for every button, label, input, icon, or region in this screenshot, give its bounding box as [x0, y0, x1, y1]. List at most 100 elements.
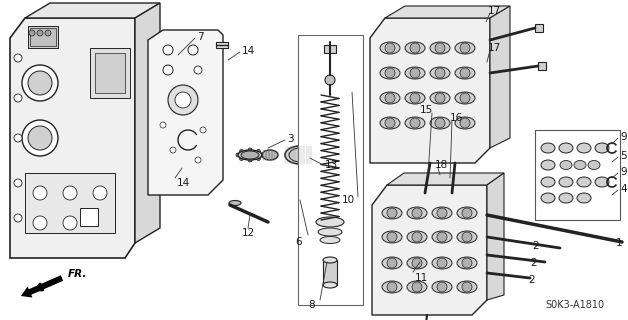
Ellipse shape [405, 117, 425, 129]
Ellipse shape [430, 67, 450, 79]
Circle shape [194, 66, 202, 74]
Circle shape [14, 214, 22, 222]
Circle shape [435, 43, 445, 53]
Circle shape [462, 232, 472, 242]
Circle shape [160, 122, 166, 128]
Circle shape [175, 92, 191, 108]
Text: 13: 13 [325, 160, 338, 170]
Ellipse shape [541, 160, 555, 170]
Circle shape [460, 43, 470, 53]
Circle shape [163, 65, 173, 75]
Circle shape [248, 158, 252, 162]
Ellipse shape [229, 201, 241, 205]
Circle shape [435, 93, 445, 103]
Text: 9: 9 [620, 167, 627, 177]
Ellipse shape [380, 42, 400, 54]
Text: 5: 5 [620, 151, 627, 161]
Circle shape [387, 232, 397, 242]
Circle shape [22, 65, 58, 101]
Circle shape [385, 68, 395, 78]
Ellipse shape [577, 143, 591, 153]
Ellipse shape [559, 193, 573, 203]
Ellipse shape [430, 92, 450, 104]
Ellipse shape [380, 92, 400, 104]
Ellipse shape [285, 146, 315, 164]
Circle shape [195, 157, 201, 163]
Circle shape [412, 282, 422, 292]
Bar [90, 48, 130, 98]
Text: 15: 15 [420, 105, 433, 115]
Bar [95, 53, 125, 93]
Polygon shape [148, 30, 223, 195]
Ellipse shape [238, 150, 262, 160]
Circle shape [63, 216, 77, 230]
Text: 17: 17 [488, 6, 501, 16]
Polygon shape [25, 3, 160, 18]
Circle shape [22, 120, 58, 156]
Bar [535, 24, 543, 32]
Circle shape [435, 118, 445, 128]
Circle shape [412, 232, 422, 242]
Ellipse shape [595, 177, 609, 187]
Text: S0K3-A1810: S0K3-A1810 [545, 300, 604, 310]
Circle shape [248, 148, 252, 152]
FancyArrow shape [21, 275, 63, 298]
Text: 1: 1 [616, 238, 622, 248]
Ellipse shape [432, 207, 452, 219]
Ellipse shape [595, 143, 609, 153]
Text: 17: 17 [488, 43, 501, 53]
Circle shape [460, 93, 470, 103]
Circle shape [63, 186, 77, 200]
Circle shape [256, 156, 261, 161]
Text: 14: 14 [242, 46, 255, 56]
Ellipse shape [559, 177, 573, 187]
Ellipse shape [541, 143, 555, 153]
Ellipse shape [316, 217, 344, 227]
Text: 6: 6 [295, 237, 301, 247]
Circle shape [45, 30, 51, 36]
Circle shape [170, 147, 176, 153]
Text: 7: 7 [197, 32, 203, 42]
Text: 8: 8 [308, 300, 315, 310]
Circle shape [462, 282, 472, 292]
Circle shape [260, 153, 264, 157]
Circle shape [28, 71, 52, 95]
Circle shape [37, 30, 43, 36]
Circle shape [387, 208, 397, 218]
Bar [324, 45, 336, 53]
Circle shape [385, 43, 395, 53]
Circle shape [236, 153, 240, 157]
Text: FR.: FR. [68, 269, 87, 279]
Ellipse shape [455, 92, 475, 104]
Ellipse shape [382, 207, 402, 219]
Ellipse shape [574, 161, 586, 170]
Circle shape [447, 191, 457, 201]
Ellipse shape [430, 42, 450, 54]
Circle shape [33, 186, 47, 200]
Ellipse shape [289, 148, 311, 162]
Circle shape [93, 186, 107, 200]
Bar [28, 26, 58, 48]
Polygon shape [487, 173, 504, 300]
Circle shape [437, 232, 447, 242]
Ellipse shape [577, 193, 591, 203]
Circle shape [14, 54, 22, 62]
Text: 10: 10 [342, 195, 355, 205]
Text: 2: 2 [528, 275, 534, 285]
Polygon shape [490, 6, 510, 148]
Bar [80, 208, 98, 226]
Text: 3: 3 [287, 134, 294, 144]
Ellipse shape [262, 150, 278, 160]
Circle shape [385, 93, 395, 103]
Ellipse shape [407, 257, 427, 269]
Circle shape [29, 30, 35, 36]
Circle shape [14, 179, 22, 187]
Circle shape [163, 45, 173, 55]
Ellipse shape [457, 231, 477, 243]
Circle shape [14, 94, 22, 102]
Ellipse shape [541, 177, 555, 187]
Ellipse shape [382, 231, 402, 243]
Ellipse shape [432, 231, 452, 243]
Circle shape [325, 75, 335, 85]
Text: 2: 2 [530, 258, 536, 268]
